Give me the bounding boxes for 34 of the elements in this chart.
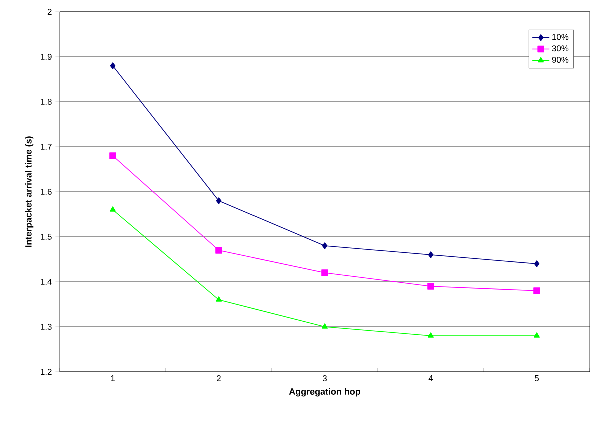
legend-label: 90% (552, 56, 569, 63)
y-tick-label: 1.8 (41, 99, 52, 105)
y-tick-label: 1.7 (41, 144, 52, 150)
point (216, 247, 222, 254)
x-tick-label: 2 (217, 376, 221, 382)
point (110, 206, 116, 212)
x-tick-label: 5 (534, 376, 540, 382)
point (322, 324, 328, 329)
y-tick-label: 2 (48, 9, 52, 15)
point (534, 260, 540, 268)
point (534, 288, 540, 294)
point (110, 62, 116, 70)
point (428, 332, 434, 338)
x-axis-title: Aggregation hop (289, 388, 360, 397)
point (428, 252, 434, 258)
y-axis-title: Interpacket arrival time (s) (25, 136, 34, 248)
y-tick-label: 1.4 (41, 279, 52, 285)
y-tick-label: 1.3 (41, 324, 52, 330)
point (322, 270, 328, 276)
point (428, 283, 434, 290)
y-tick-label: 1.9 (41, 54, 52, 60)
x-tick-label: 3 (322, 376, 327, 382)
x-tick-label: 1 (111, 376, 115, 382)
y-tick-label: 1.2 (41, 369, 52, 375)
y-tick-label: 1.6 (41, 189, 52, 195)
y-tick-label: 1.5 (41, 234, 52, 240)
point (110, 152, 116, 160)
point (322, 242, 328, 250)
x-tick-label: 4 (428, 376, 434, 382)
legend-label: 10% (552, 34, 569, 40)
point (216, 296, 222, 302)
point (216, 198, 222, 204)
point (534, 332, 540, 338)
legend-label: 30% (552, 46, 569, 52)
